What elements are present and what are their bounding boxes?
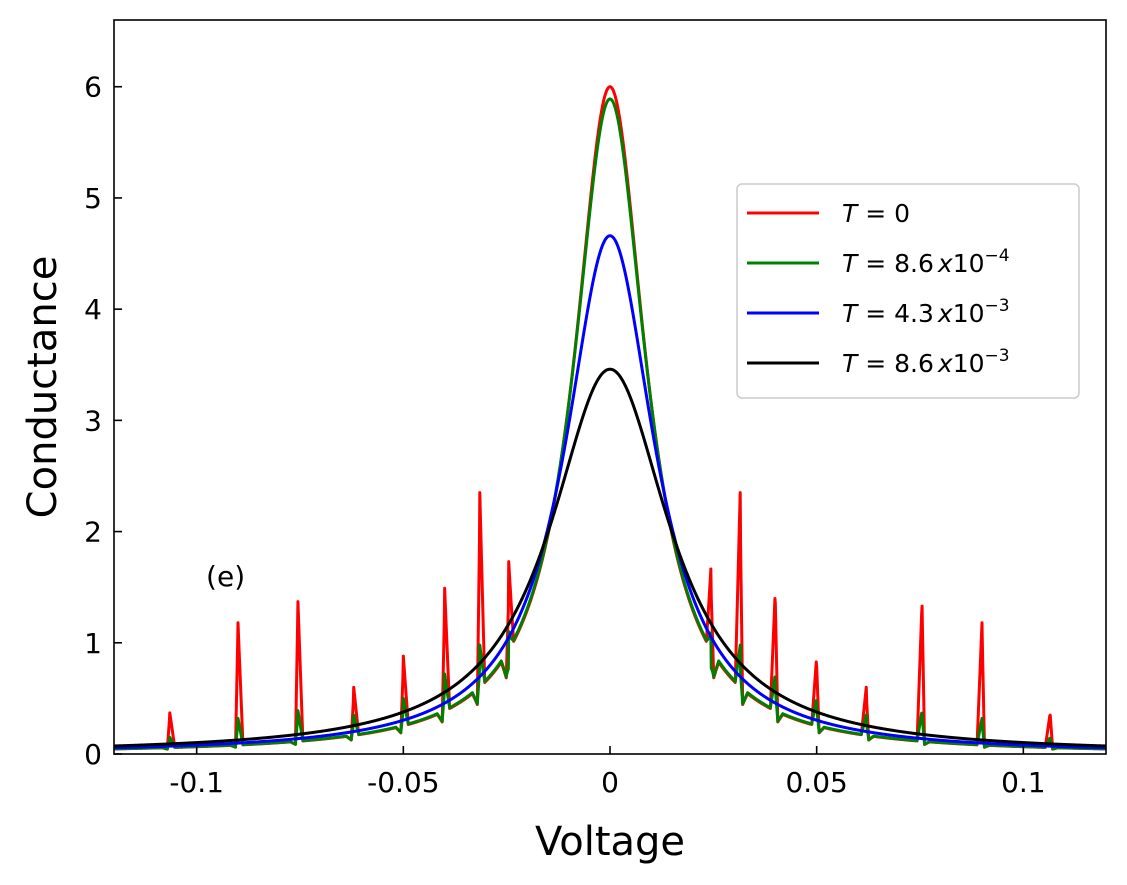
panel-label: (e) bbox=[206, 560, 245, 593]
y-axis-ticks: 0 1 2 3 4 5 6 bbox=[84, 71, 122, 771]
y-tick-label: 1 bbox=[84, 627, 102, 660]
legend-label-2: T = 4.3 x10−3 bbox=[842, 296, 1010, 328]
x-axis-title: Voltage bbox=[535, 819, 685, 865]
legend: T = 0 T = 8.6 x10−4 T = 4.3 x10−3 T = 8.6 x10−… bbox=[736, 183, 1080, 399]
x-tick-label: 0.1 bbox=[1001, 766, 1046, 799]
legend-label-0: T = 0 bbox=[842, 199, 910, 228]
legend-label-1: T = 8.6 x10−4 bbox=[842, 246, 1010, 278]
y-tick-label: 0 bbox=[84, 738, 102, 771]
series-layer bbox=[114, 85, 1106, 751]
y-tick-label: 5 bbox=[84, 182, 102, 215]
legend-box bbox=[736, 183, 1080, 399]
y-tick-label: 3 bbox=[84, 404, 102, 437]
y-tick-label: 2 bbox=[84, 516, 102, 549]
series-line-3 bbox=[114, 367, 1106, 748]
x-axis-ticks: -0.1 -0.05 0 0.05 0.1 bbox=[169, 746, 1046, 799]
x-tick-label: -0.1 bbox=[169, 766, 224, 799]
y-axis-title: Conductance bbox=[20, 256, 66, 519]
y-tick-label: 6 bbox=[84, 71, 102, 104]
series-line-2 bbox=[114, 234, 1106, 750]
x-tick-label: 0.05 bbox=[785, 766, 847, 799]
y-tick-label: 4 bbox=[84, 293, 102, 326]
x-tick-label: 0 bbox=[601, 766, 619, 799]
legend-label-3: T = 8.6 x10−3 bbox=[842, 346, 1010, 378]
x-tick-label: -0.05 bbox=[367, 766, 439, 799]
series-line-1 bbox=[114, 97, 1106, 751]
